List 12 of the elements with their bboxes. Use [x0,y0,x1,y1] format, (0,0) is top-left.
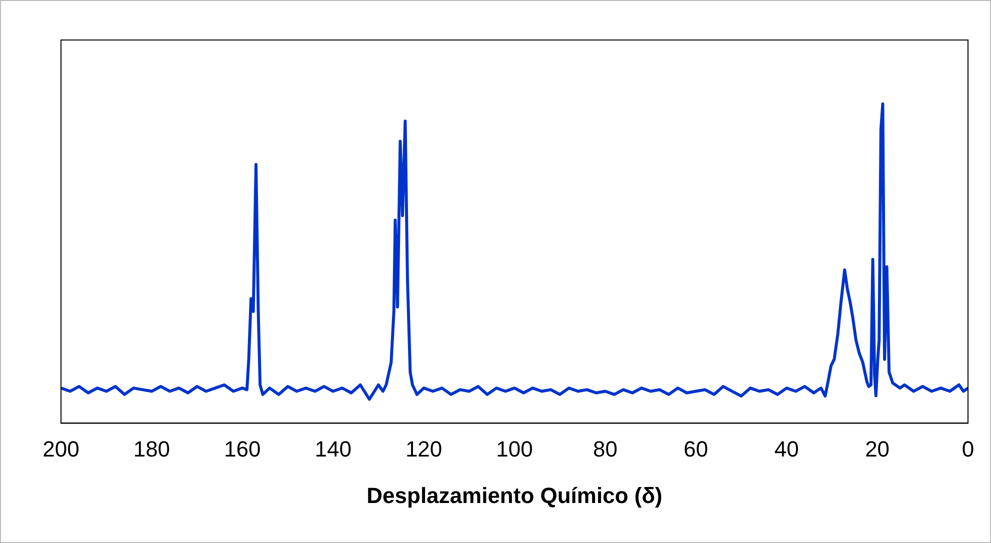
x-tick-label: 20 [865,436,890,462]
x-tick-label: 200 [42,436,80,462]
x-tick-label: 60 [684,436,708,462]
x-tick-label: 180 [133,436,170,462]
x-tick-label: 120 [405,436,442,462]
x-axis-title: Desplazamiento Químico (δ) [366,482,662,508]
x-tick-label: 40 [774,436,799,462]
x-tick-label: 100 [496,436,533,462]
x-tick-label: 140 [314,436,352,462]
x-tick-label: 80 [592,436,618,462]
x-tick-label: 160 [224,436,261,462]
x-tick-label: 0 [962,436,974,462]
